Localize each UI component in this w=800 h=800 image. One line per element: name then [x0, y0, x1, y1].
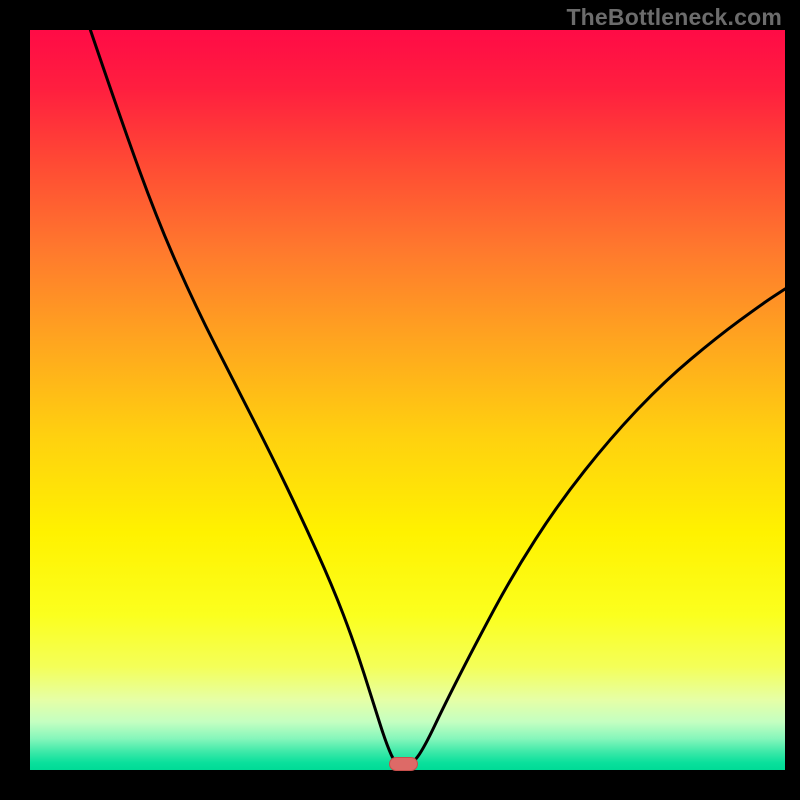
- bottleneck-curve: [30, 30, 785, 770]
- watermark-text: TheBottleneck.com: [566, 4, 782, 31]
- bottleneck-chart: TheBottleneck.com: [0, 0, 800, 800]
- optimal-marker: [389, 757, 418, 770]
- plot-area: [30, 30, 785, 770]
